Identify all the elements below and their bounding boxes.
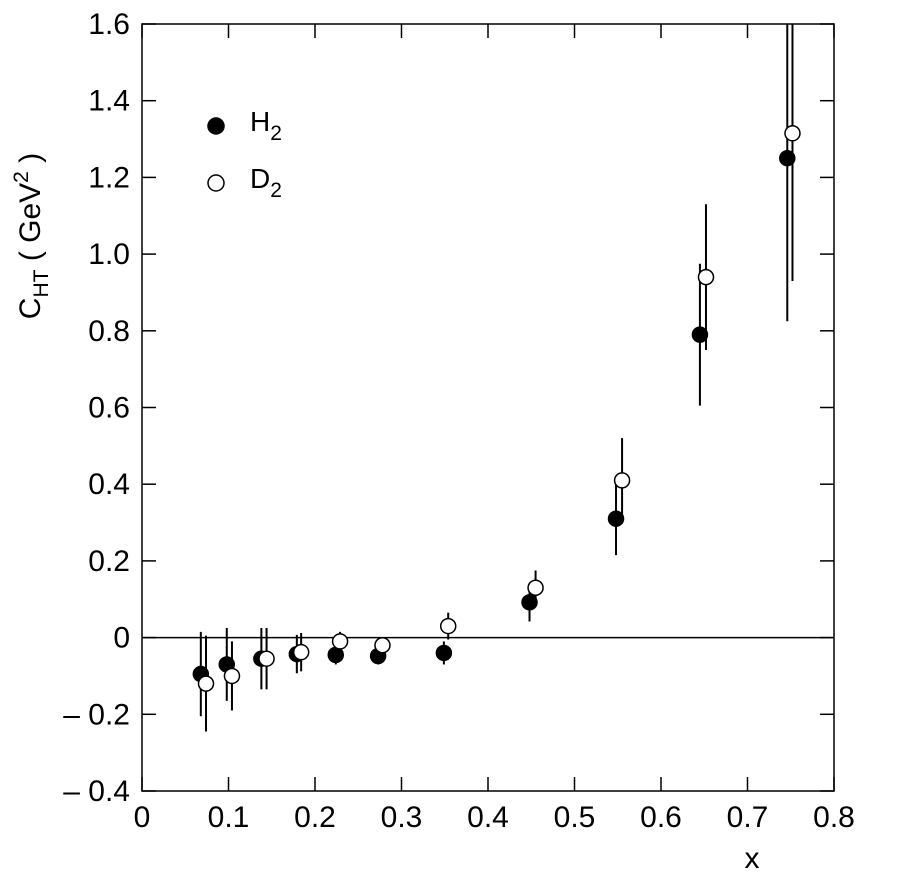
data-points: [192, 24, 801, 732]
x-tick-label: 0: [134, 801, 151, 834]
plot-frame: [141, 23, 835, 792]
data-point-h2: [435, 644, 453, 662]
y-axis-label: CHT ( GeV2 ): [10, 153, 53, 319]
data-point-d2: [197, 675, 215, 692]
x-tick-label: 0.7: [727, 801, 769, 834]
legend-d2-sub: 2: [270, 179, 282, 202]
legend-marker-h2: [207, 117, 225, 135]
y-tick-label: 0.2: [88, 545, 130, 578]
axis-ticks: [141, 23, 835, 792]
y-tick-label: – 0.4: [63, 775, 130, 808]
legend-label-d2: D2: [250, 163, 282, 202]
data-point-h2: [607, 510, 625, 527]
y-tick-label: 0.6: [88, 392, 130, 425]
y-label-rest: ( GeV: [14, 183, 47, 270]
data-point-d2: [439, 617, 457, 635]
y-label-sub: HT: [30, 269, 53, 297]
tick-labels: 0 0.1 0.2 0.3 0.4 0.5 0.6 0.7 0.8 – 0.4 – 0.2 0 0.2 0…: [63, 8, 855, 834]
y-tick-label: 1.2: [88, 161, 130, 194]
legend-label-h2: H2: [250, 106, 282, 145]
y-label-end: ): [14, 153, 47, 171]
y-tick-label: 1.0: [88, 238, 130, 271]
y-tick-label: 0.4: [88, 468, 130, 501]
data-point-d2: [223, 667, 241, 685]
x-tick-label: 0.5: [554, 801, 596, 834]
x-tick-label: 0.4: [467, 801, 509, 834]
y-tick-label: 1.4: [88, 85, 130, 118]
data-point-d2: [258, 650, 275, 667]
x-tick-label: 0.2: [294, 801, 336, 834]
legend-h2-main: H: [250, 106, 270, 137]
y-tick-label: 0.8: [88, 315, 130, 348]
data-point-d2: [697, 268, 715, 286]
y-tick-label: 0: [113, 622, 130, 655]
x-axis-label: x: [745, 842, 760, 875]
legend: H2 D2: [207, 106, 282, 202]
y-tick-label: – 0.2: [63, 698, 130, 731]
data-point-d2: [527, 579, 544, 596]
y-label-sup: 2: [10, 171, 33, 183]
data-point-d2: [784, 125, 801, 142]
data-point-d2: [331, 633, 349, 650]
x-tick-label: 0.3: [381, 801, 423, 834]
y-label-main: C: [14, 298, 47, 320]
x-tick-label: 0.6: [640, 801, 682, 834]
data-point-d2: [374, 637, 391, 654]
data-point-h2: [521, 594, 538, 611]
legend-marker-d2: [207, 174, 225, 192]
legend-d2-main: D: [250, 163, 270, 194]
x-tick-label: 0.8: [813, 801, 855, 834]
data-point-d2: [613, 472, 631, 489]
legend-h2-sub: 2: [270, 122, 282, 145]
data-point-d2: [292, 643, 310, 661]
y-tick-label: 1.6: [88, 8, 130, 41]
data-point-h2: [691, 326, 709, 343]
data-point-h2: [779, 149, 796, 167]
x-tick-label: 0.1: [208, 801, 250, 834]
